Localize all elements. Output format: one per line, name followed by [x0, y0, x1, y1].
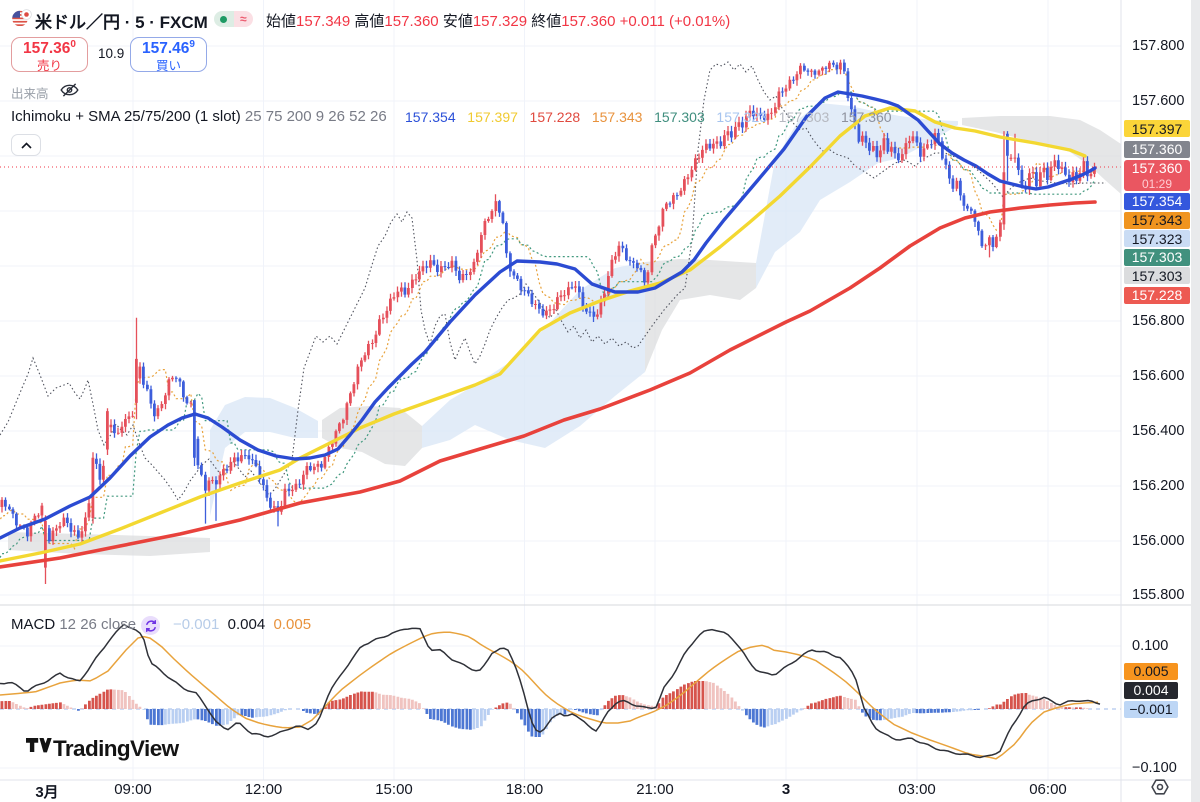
svg-text:TradingView: TradingView	[53, 736, 180, 761]
